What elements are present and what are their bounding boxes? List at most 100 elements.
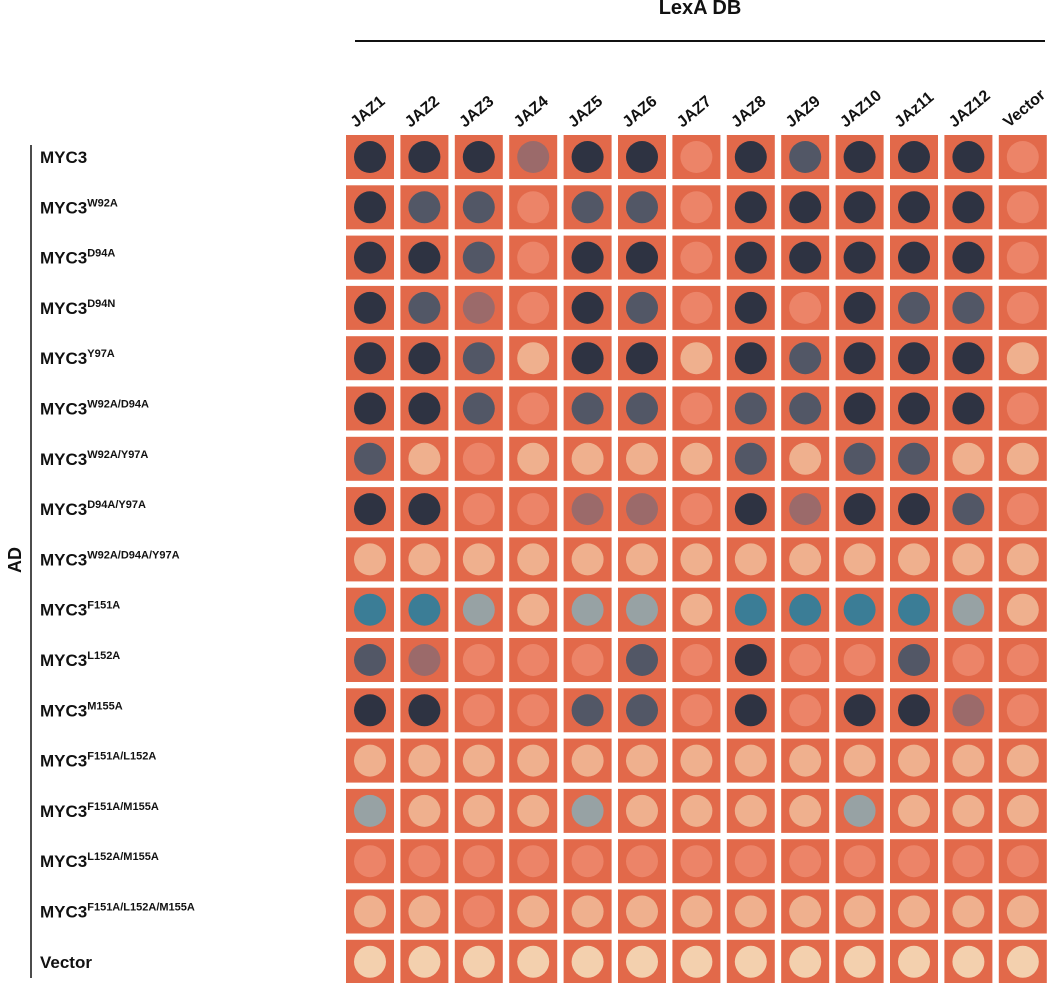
spot: [571, 141, 604, 173]
row-label: Vector: [40, 953, 92, 972]
spot: [789, 191, 822, 224]
row-superscript: F151A/L152A: [87, 751, 156, 763]
spot: [354, 291, 386, 324]
row-label: MYC3W92A: [40, 197, 118, 217]
spot: [680, 442, 713, 475]
spot: [571, 644, 604, 676]
spot: [462, 945, 495, 978]
spot: [462, 794, 495, 827]
spot: [843, 291, 876, 324]
spot: [626, 442, 658, 475]
spot: [843, 845, 876, 878]
spot: [462, 141, 495, 173]
spot: [626, 241, 658, 274]
spot: [408, 694, 441, 727]
column-label: JAZ12: [946, 87, 994, 131]
spot: [354, 392, 386, 425]
row-label: MYC3D94A: [40, 248, 115, 268]
spot: [680, 593, 713, 626]
spot: [354, 694, 386, 727]
spot: [571, 694, 604, 727]
spot: [462, 191, 495, 224]
spot: [680, 744, 713, 777]
row-superscript: W92A/Y97A: [87, 449, 148, 461]
spot: [952, 543, 985, 576]
spot: [843, 794, 876, 827]
row-name: MYC3: [40, 450, 87, 469]
row-name: MYC3: [40, 400, 87, 419]
spot: [1006, 644, 1039, 676]
spot: [789, 794, 822, 827]
spot: [952, 442, 985, 475]
row-label: MYC3F151A/L152A/M155A: [40, 902, 195, 922]
spot: [734, 392, 767, 425]
row-superscript: W92A: [87, 197, 118, 209]
row-name: MYC3: [40, 852, 87, 871]
spot: [789, 845, 822, 878]
spot: [354, 342, 386, 375]
spot: [517, 493, 550, 526]
spot: [1006, 342, 1039, 375]
spot: [517, 845, 550, 878]
spot: [626, 392, 658, 425]
spot: [354, 794, 386, 827]
spot: [789, 694, 822, 727]
spot: [354, 593, 386, 626]
row-label: MYC3W92A/Y97A: [40, 449, 148, 469]
spot: [789, 945, 822, 978]
column-label: JAZ6: [620, 93, 661, 131]
spot: [408, 794, 441, 827]
spot: [1006, 794, 1039, 827]
spot: [789, 895, 822, 928]
row-label: MYC3W92A/D94A: [40, 399, 149, 419]
spot: [408, 845, 441, 878]
spot: [680, 895, 713, 928]
row-label: MYC3L152A: [40, 650, 120, 670]
spot: [843, 644, 876, 676]
spot: [354, 442, 386, 475]
spot: [898, 744, 930, 777]
spot: [462, 644, 495, 676]
row-name: MYC3: [40, 701, 87, 720]
row-superscript: W92A/D94A/Y97A: [87, 549, 179, 561]
column-label: JAZ5: [565, 93, 606, 131]
spot: [898, 493, 930, 526]
spot: [843, 241, 876, 274]
spot: [843, 945, 876, 978]
spot: [952, 794, 985, 827]
spot: [898, 241, 930, 274]
spot: [734, 191, 767, 224]
spot: [734, 291, 767, 324]
spot: [626, 895, 658, 928]
spot: [898, 342, 930, 375]
spot: [517, 744, 550, 777]
spot: [462, 895, 495, 928]
spot: [571, 191, 604, 224]
spot: [952, 291, 985, 324]
spot: [952, 191, 985, 224]
row-name: Vector: [40, 953, 92, 972]
spot: [354, 493, 386, 526]
row-superscript: W92A/D94A: [87, 399, 149, 411]
spot: [898, 392, 930, 425]
row-name: MYC3: [40, 500, 87, 519]
column-label: JAZ7: [674, 93, 715, 131]
column-label: Vector: [1000, 87, 1048, 131]
spot: [843, 593, 876, 626]
spot: [408, 644, 441, 676]
spot: [898, 694, 930, 727]
spot: [354, 744, 386, 777]
row-label: MYC3D94N: [40, 298, 115, 318]
row-name: MYC3: [40, 802, 87, 821]
spot: [462, 342, 495, 375]
spot: [462, 593, 495, 626]
spot: [354, 845, 386, 878]
spot: [517, 794, 550, 827]
spot: [789, 744, 822, 777]
title: LexA DB: [659, 0, 742, 19]
spot: [626, 945, 658, 978]
spot: [1006, 493, 1039, 526]
spot: [626, 694, 658, 727]
spot: [843, 895, 876, 928]
